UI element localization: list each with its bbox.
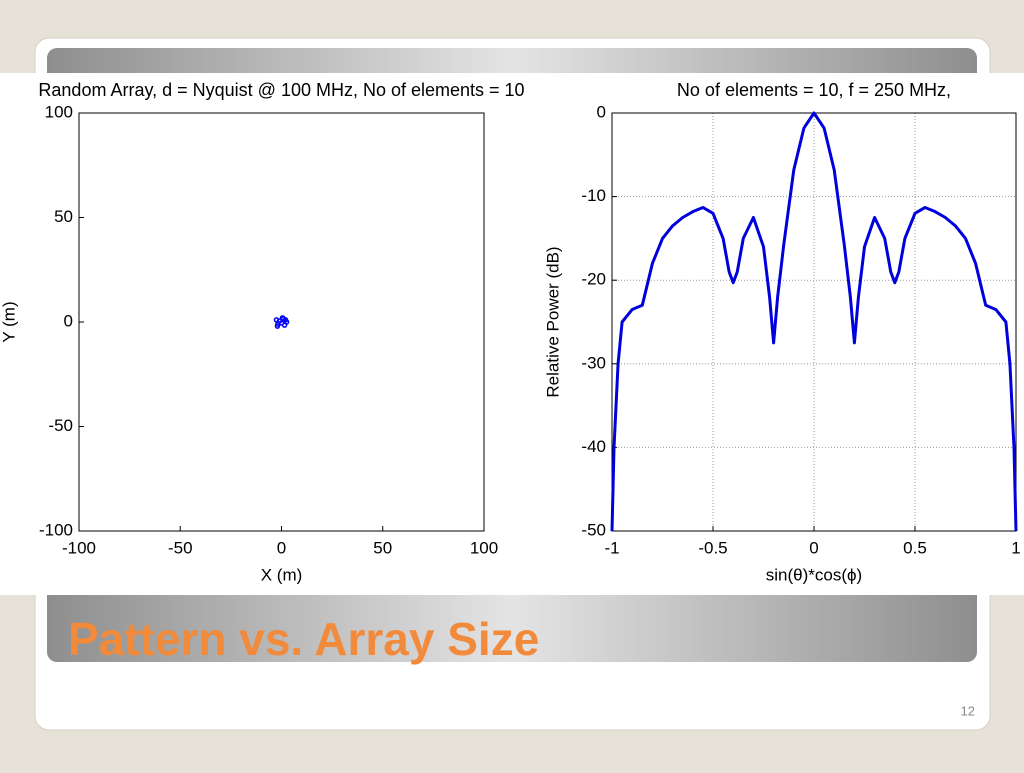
charts: Random Array, d = Nyquist @ 100 MHz, No …: [0, 80, 1021, 585]
x-tick-label: 100: [470, 538, 498, 557]
y-axis-label: Relative Power (dB): [543, 246, 562, 397]
x-axis-label: X (m): [261, 565, 303, 584]
x-tick-label: 0.5: [903, 538, 927, 557]
x-tick-label: -1: [604, 538, 619, 557]
page-number: 12: [961, 703, 975, 718]
y-tick-label: -10: [581, 186, 606, 205]
point: [282, 317, 289, 323]
chart-title: No of elements = 10, f = 250 MHz,: [677, 80, 951, 100]
y-tick-label: 100: [45, 102, 73, 121]
x-tick-label: 1: [1011, 538, 1020, 557]
point: [278, 320, 285, 326]
x-tick-label: 0: [809, 538, 818, 557]
chart-image: [0, 73, 1024, 595]
y-tick-label: 0: [64, 311, 73, 330]
x-tick-label: -50: [168, 538, 193, 557]
x-tick-label: -100: [62, 538, 96, 557]
y-tick-label: -30: [581, 353, 606, 372]
y-tick-label: -50: [48, 416, 73, 435]
plot-frame: [78, 112, 485, 532]
y-tick-label: 50: [54, 207, 73, 226]
x-tick-label: 50: [373, 538, 392, 557]
chart-title: Random Array, d = Nyquist @ 100 MHz, No …: [38, 80, 524, 100]
y-tick-label: -50: [581, 520, 606, 539]
y-axis-label: Y (m): [0, 301, 18, 342]
x-tick-label: -0.5: [698, 538, 727, 557]
y-tick-label: -100: [39, 520, 73, 539]
y-tick-label: 0: [597, 102, 606, 121]
x-axis-label: sin(θ)*cos(ϕ): [766, 565, 862, 584]
x-tick-label: 0: [277, 538, 286, 557]
y-tick-label: -20: [581, 270, 606, 289]
point: [274, 323, 281, 329]
pattern-line: [610, 111, 1018, 532]
y-tick-label: -40: [581, 437, 606, 456]
slide-title: Pattern vs. Array Size: [68, 613, 539, 665]
